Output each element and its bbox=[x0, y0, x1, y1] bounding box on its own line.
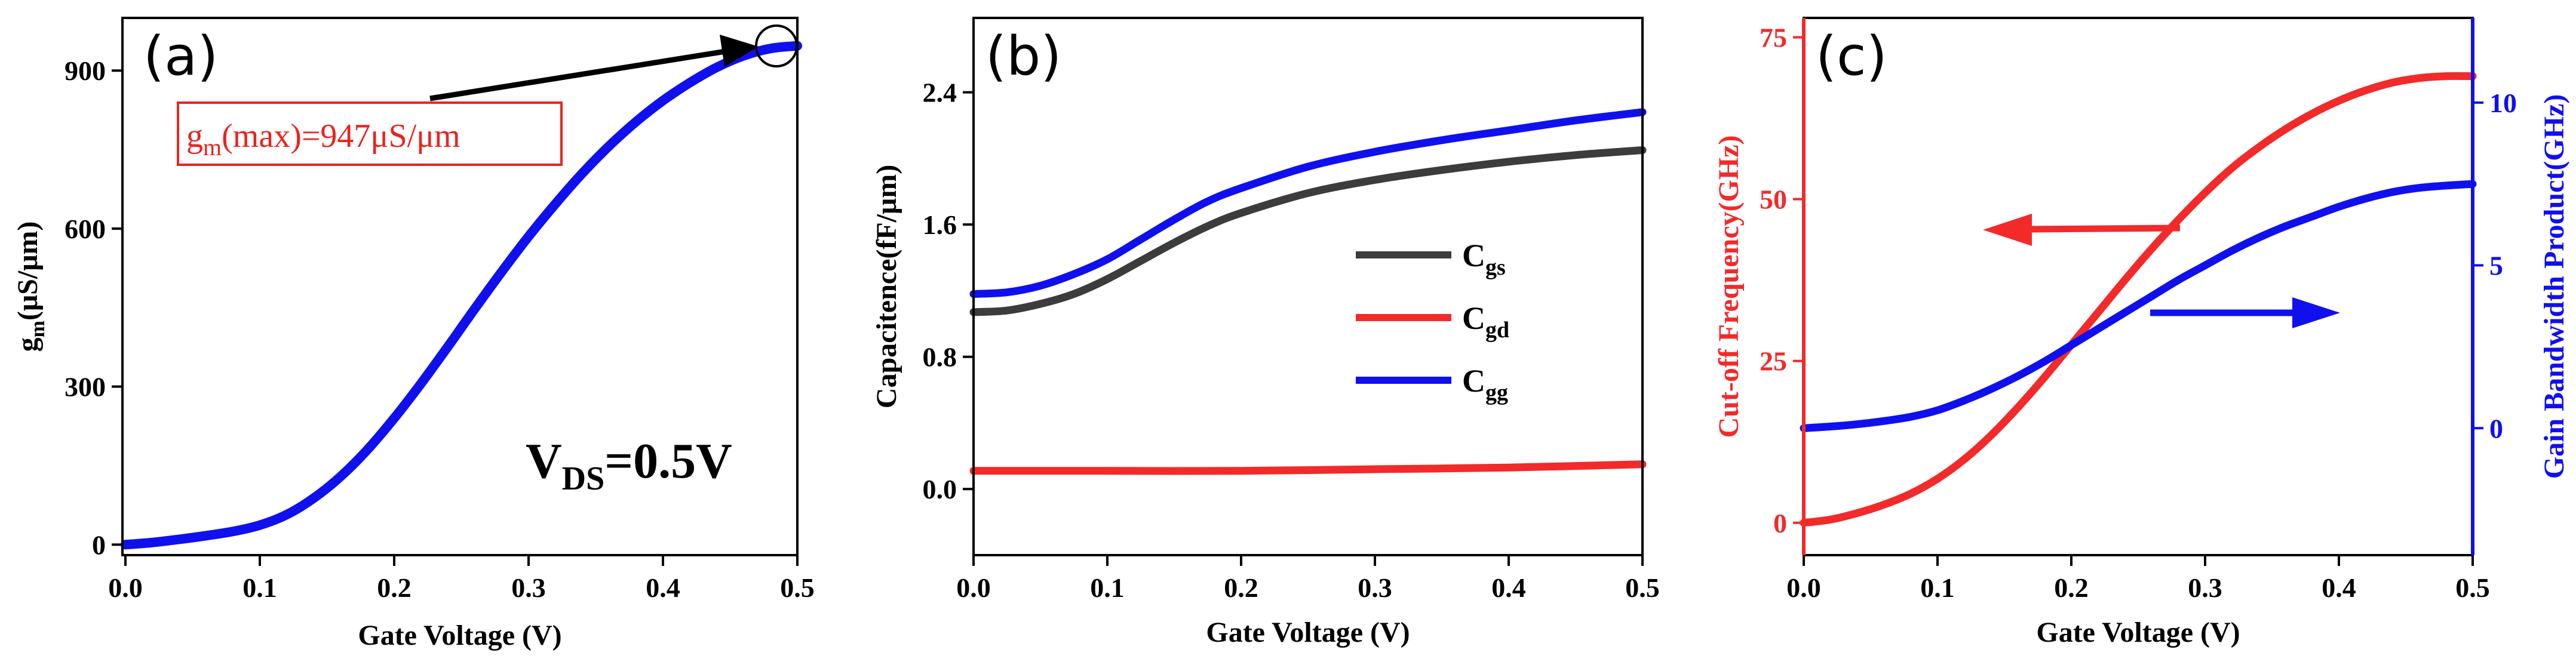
panel-c-x-tick-label-4: 0.4 bbox=[2322, 572, 2356, 603]
panel-c-y-left-tick-label-3: 75 bbox=[1760, 23, 1787, 53]
legend-cgd-label-sub: gd bbox=[1485, 318, 1509, 343]
legend-cgs-label: Cgs bbox=[1462, 238, 1506, 280]
gm-max-text-rest: (max)=947μS/μm bbox=[222, 118, 460, 155]
panel-c-x-axis-title: Gate Voltage (V) bbox=[2036, 617, 2240, 648]
panel-c-y-ticks-right: 0 5 10 bbox=[2473, 88, 2517, 444]
panel-c-left-axis-title: Cut-off Frequency(GHz) bbox=[1713, 136, 1745, 438]
left-axis-arrow-head bbox=[1983, 214, 2032, 246]
panel-a-y-tick-label-0: 0 bbox=[92, 529, 106, 560]
gm-max-arrow-shaft bbox=[429, 48, 726, 101]
panel-b-x-tick-label-3: 0.3 bbox=[1358, 572, 1392, 603]
panel-a-y-tick-label-1: 300 bbox=[65, 372, 106, 402]
panel-b: (b) 0.0 0.1 0.2 0.3 0.4 0.5 0.0 0.8 1.6 2.4 Cgs … bbox=[871, 17, 1660, 648]
panel-c-y-left-tick-label-1: 25 bbox=[1760, 346, 1787, 377]
vds-label: VDS=0.5V bbox=[526, 433, 732, 497]
panel-a-x-tick-label-1: 0.1 bbox=[242, 572, 277, 603]
panel-b-y-tick-label-1: 0.8 bbox=[923, 342, 957, 372]
legend-cgg-label-c: C bbox=[1462, 363, 1485, 399]
panel-c-left-frame bbox=[1803, 17, 2474, 556]
panel-c-x-tick-label-0: 0.0 bbox=[1786, 572, 1821, 603]
panel-a-x-tick-label-0: 0.0 bbox=[108, 572, 143, 603]
cutoff-frequency-curve bbox=[1800, 72, 2477, 527]
panel-a-x-tick-label-5: 0.5 bbox=[780, 572, 815, 603]
panel-b-x-tick-label-1: 0.1 bbox=[1090, 572, 1125, 603]
panel-b-x-tick-label-0: 0.0 bbox=[956, 572, 991, 603]
panel-c: (c) 0.0 0.1 0.2 0.3 0.4 0.5 0 25 50 75 0 5 10 Gate… bbox=[1713, 17, 2570, 648]
panel-c-right-axis-title: Gain Bandwidth Product(GHz) bbox=[2538, 94, 2570, 479]
right-axis-arrow-head bbox=[2292, 297, 2340, 328]
panel-c-y-right-tick-label-1: 5 bbox=[2489, 251, 2503, 281]
panel-a-series bbox=[121, 41, 802, 550]
panel-a-y-axis-title: gm(μS/μm) bbox=[12, 221, 49, 352]
panel-a-x-axis-title: Gate Voltage (V) bbox=[358, 620, 561, 651]
vds-label-sub: DS bbox=[562, 460, 605, 497]
vds-label-v: V bbox=[526, 433, 562, 489]
panel-b-label: (b) bbox=[985, 25, 1061, 88]
panel-c-x-tick-label-3: 0.3 bbox=[2188, 572, 2222, 603]
panel-b-series bbox=[969, 108, 1647, 475]
panel-b-x-tick-label-2: 0.2 bbox=[1224, 572, 1258, 603]
legend-cgs-label-sub: gs bbox=[1485, 255, 1506, 280]
legend-cgg-label-sub: gg bbox=[1485, 380, 1508, 405]
cgd-curve bbox=[969, 460, 1647, 475]
panel-a-x-tick-label-4: 0.4 bbox=[646, 572, 680, 603]
panel-b-frame bbox=[972, 17, 1644, 556]
panel-a-x-tick-label-2: 0.2 bbox=[377, 572, 412, 603]
panel-b-x-tick-label-4: 0.4 bbox=[1491, 572, 1526, 603]
panel-c-y-ticks-left: 0 25 50 75 bbox=[1760, 23, 1804, 538]
gm-curve bbox=[121, 41, 802, 550]
panel-b-y-axis-title: Capacitence(fF/μm) bbox=[871, 165, 902, 408]
panel-c-label: (c) bbox=[1816, 25, 1887, 88]
panel-b-y-tick-label-0: 0.0 bbox=[923, 474, 957, 504]
panel-c-x-tick-label-2: 0.2 bbox=[2054, 572, 2089, 603]
panel-c-x-tick-label-1: 0.1 bbox=[1920, 572, 1955, 603]
gm-max-text-sub: m bbox=[203, 134, 222, 161]
panel-a-x-tick-label-3: 0.3 bbox=[511, 572, 546, 603]
panel-c-y-left-tick-label-0: 0 bbox=[1773, 508, 1787, 538]
panel-b-legend: Cgs Cgd Cgg bbox=[1356, 238, 1509, 405]
panel-a-x-ticks: 0.0 0.1 0.2 0.3 0.4 0.5 bbox=[108, 555, 815, 603]
panel-b-y-tick-label-3: 2.4 bbox=[923, 78, 957, 108]
cgg-curve bbox=[969, 108, 1647, 298]
panel-a-y-tick-label-3: 900 bbox=[65, 56, 106, 86]
legend-cgs-label-c: C bbox=[1462, 238, 1485, 273]
panel-a-y-ticks: 0 300 600 900 bbox=[65, 56, 122, 560]
panel-c-y-left-tick-label-2: 50 bbox=[1760, 184, 1787, 215]
gm-max-text-g: g bbox=[186, 118, 203, 155]
panel-c-x-ticks: 0.0 0.1 0.2 0.3 0.4 0.5 bbox=[1786, 555, 2490, 603]
panel-a-y-axis-title-rest: (μS/μm) bbox=[12, 221, 44, 321]
legend-cgd-label: Cgd bbox=[1462, 300, 1509, 343]
panel-c-x-tick-label-5: 0.5 bbox=[2455, 572, 2490, 603]
panel-b-x-tick-label-5: 0.5 bbox=[1625, 572, 1660, 603]
panel-b-y-tick-label-2: 1.6 bbox=[923, 210, 957, 240]
panel-c-y-right-tick-label-0: 0 bbox=[2489, 413, 2503, 444]
panel-b-x-axis-title: Gate Voltage (V) bbox=[1206, 617, 1410, 648]
gm-max-arrow-head bbox=[720, 35, 759, 67]
panel-c-y-right-tick-label-2: 10 bbox=[2489, 88, 2517, 118]
panel-b-x-ticks: 0.0 0.1 0.2 0.3 0.4 0.5 bbox=[956, 555, 1660, 603]
cgs-curve bbox=[969, 146, 1647, 316]
vds-label-rest: =0.5V bbox=[604, 433, 732, 489]
legend-cgg-label: Cgg bbox=[1462, 363, 1508, 405]
panel-a-y-tick-label-2: 600 bbox=[65, 214, 106, 244]
gain-bandwidth-curve bbox=[1800, 180, 2477, 432]
legend-cgd-label-c: C bbox=[1462, 300, 1485, 336]
panel-c-series bbox=[1800, 72, 2477, 527]
panel-a-y-axis-title-sub: m bbox=[27, 321, 49, 337]
panel-a-frame bbox=[121, 17, 799, 556]
panel-b-y-ticks: 0.0 0.8 1.6 2.4 bbox=[923, 78, 974, 504]
panel-a-label: (a) bbox=[143, 25, 218, 88]
left-axis-arrow-shaft bbox=[2030, 224, 2181, 233]
gm-max-text: gm(max)=947μS/μm bbox=[186, 118, 460, 161]
gm-max-box bbox=[177, 101, 563, 166]
panel-a-y-axis-title-g: g bbox=[12, 337, 44, 352]
